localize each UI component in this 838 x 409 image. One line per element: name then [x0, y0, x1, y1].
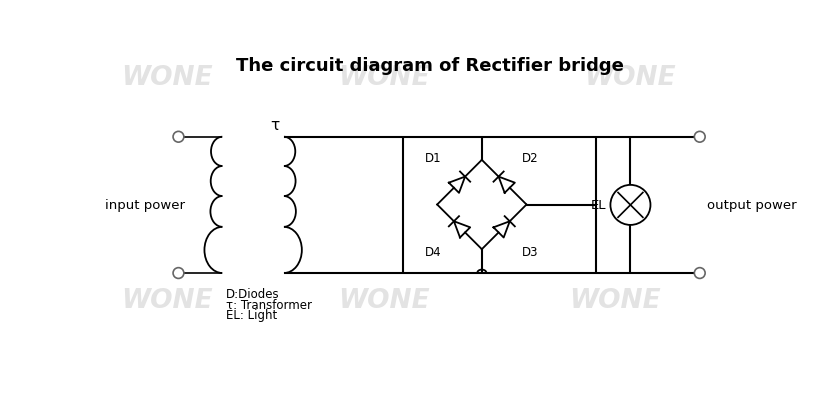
Text: D:Diodes: D:Diodes: [226, 287, 280, 300]
Text: WONE: WONE: [569, 287, 660, 313]
Circle shape: [173, 132, 184, 143]
Text: D3: D3: [522, 245, 538, 258]
Circle shape: [695, 268, 705, 279]
Text: D2: D2: [522, 152, 539, 165]
Text: The circuit diagram of Rectifier bridge: The circuit diagram of Rectifier bridge: [235, 57, 623, 75]
Text: WONE: WONE: [584, 65, 676, 90]
Text: WONE: WONE: [121, 287, 212, 313]
Text: EL: Light: EL: Light: [226, 309, 277, 321]
Text: τ: τ: [270, 118, 279, 133]
Text: D4: D4: [425, 245, 442, 258]
Circle shape: [173, 268, 184, 279]
Text: output power: output power: [707, 199, 797, 212]
Text: input power: input power: [106, 199, 185, 212]
Circle shape: [610, 185, 650, 225]
Text: WONE: WONE: [121, 65, 212, 90]
Circle shape: [695, 132, 705, 143]
Text: WONE: WONE: [338, 287, 429, 313]
Text: D1: D1: [425, 152, 442, 165]
Text: WONE: WONE: [338, 65, 429, 90]
Text: EL: EL: [591, 199, 607, 212]
Text: τ: Transformer: τ: Transformer: [226, 298, 313, 311]
